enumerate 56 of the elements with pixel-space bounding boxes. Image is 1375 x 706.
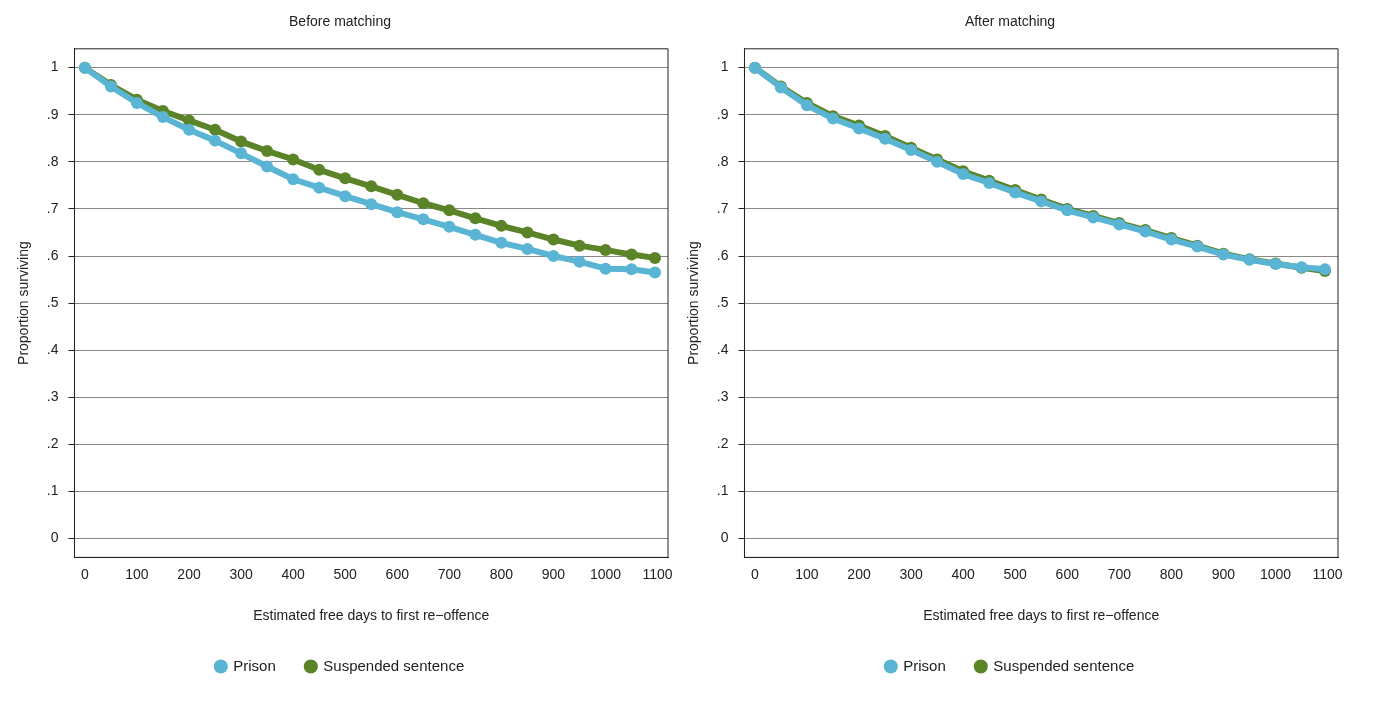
y-tick-label: 0 xyxy=(720,529,729,546)
y-tick-label: 1 xyxy=(720,58,729,75)
y-tick-label: .5 xyxy=(716,293,729,310)
y-tick-label: .4 xyxy=(716,341,729,358)
y-axis-title: Proportion surviving xyxy=(15,241,32,365)
y-tick-label: .6 xyxy=(716,246,729,263)
legend-label: Prison xyxy=(233,656,276,674)
x-tick-label: 300 xyxy=(229,565,253,582)
x-tick-label: 200 xyxy=(847,565,871,582)
y-tick-label: .1 xyxy=(716,482,729,499)
x-tick-label: 500 xyxy=(1003,565,1028,582)
x-tick-label: 100 xyxy=(795,565,819,582)
y-tick-label: .2 xyxy=(716,435,729,452)
x-tick-label: 100 xyxy=(125,565,149,582)
y-tick-label: .7 xyxy=(46,199,59,216)
y-tick-label: .7 xyxy=(716,199,729,216)
legend-label: Suspended sentence xyxy=(993,656,1135,674)
x-tick-label: 400 xyxy=(281,565,306,582)
x-tick-label: 500 xyxy=(333,565,358,582)
legend-label: Suspended sentence xyxy=(323,656,465,674)
x-tick-label: 400 xyxy=(951,565,976,582)
x-tick-label: 200 xyxy=(177,565,201,582)
y-tick-label: .1 xyxy=(46,482,59,499)
chart-title: After matching xyxy=(964,13,1056,30)
y-tick-label: .3 xyxy=(716,388,729,405)
y-tick-label: 0 xyxy=(50,529,59,546)
x-tick-label: 0 xyxy=(80,565,89,582)
x-tick-label: 1100 xyxy=(642,565,673,582)
x-tick-label: 0 xyxy=(750,565,759,582)
x-tick-label: 300 xyxy=(899,565,923,582)
y-tick-label: .8 xyxy=(46,152,59,169)
y-tick-label: .5 xyxy=(46,293,59,310)
x-tick-label: 1000 xyxy=(589,565,622,582)
x-axis-title: Estimated free days to first re−offence xyxy=(923,607,1160,624)
y-tick-label: .2 xyxy=(46,435,59,452)
x-tick-label: 800 xyxy=(1159,565,1184,582)
x-tick-label: 600 xyxy=(1055,565,1080,582)
x-axis-title: Estimated free days to first re−offence xyxy=(253,607,490,624)
x-tick-label: 1100 xyxy=(1312,565,1343,582)
x-tick-label: 900 xyxy=(541,565,566,582)
x-tick-label: 700 xyxy=(437,565,462,582)
y-tick-label: 1 xyxy=(50,58,59,75)
y-tick-label: .3 xyxy=(46,388,59,405)
x-tick-label: 1000 xyxy=(1259,565,1292,582)
y-axis-title: Proportion surviving xyxy=(685,241,702,365)
x-tick-label: 900 xyxy=(1211,565,1236,582)
legend-label: Prison xyxy=(903,656,946,674)
y-tick-label: .9 xyxy=(716,105,729,122)
x-tick-label: 700 xyxy=(1107,565,1132,582)
chart-title: Before matching xyxy=(289,13,391,30)
x-tick-label: 600 xyxy=(385,565,410,582)
y-tick-label: .6 xyxy=(46,246,59,263)
y-tick-label: .8 xyxy=(716,152,729,169)
y-tick-label: .9 xyxy=(46,105,59,122)
y-tick-label: .4 xyxy=(46,341,59,358)
x-tick-label: 800 xyxy=(489,565,514,582)
